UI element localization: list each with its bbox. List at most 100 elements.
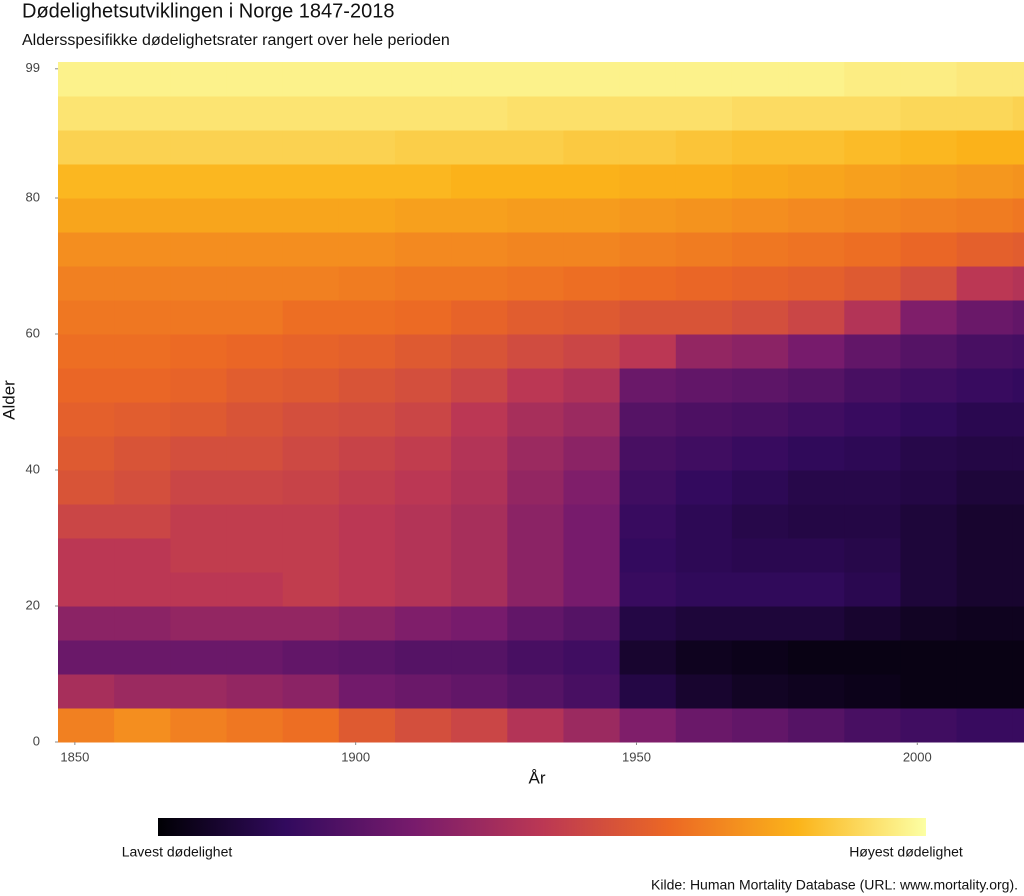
heatmap-cell xyxy=(451,266,508,301)
heatmap-cell xyxy=(114,232,171,267)
heatmap-cell xyxy=(282,232,340,267)
heatmap-cell xyxy=(394,62,452,97)
heatmap-cell xyxy=(114,606,171,641)
heatmap-cell xyxy=(282,334,340,369)
heatmap-cell xyxy=(1012,368,1024,403)
heatmap-cell xyxy=(619,334,677,369)
heatmap-cell xyxy=(675,708,733,743)
heatmap-cell xyxy=(451,572,508,607)
heatmap-cell xyxy=(900,470,958,505)
heatmap-cell xyxy=(394,232,452,267)
heatmap-cell xyxy=(451,402,508,437)
heatmap-cell xyxy=(338,198,396,233)
heatmap-cell xyxy=(731,96,789,131)
heatmap-cell xyxy=(900,538,958,573)
heatmap-cell xyxy=(844,436,901,471)
heatmap-cell xyxy=(844,266,901,301)
heatmap-cell xyxy=(900,96,958,131)
heatmap-cell xyxy=(844,198,901,233)
heatmap-cell xyxy=(563,368,621,403)
heatmap-cell xyxy=(675,232,733,267)
y-tick-label: 60 xyxy=(26,325,40,340)
heatmap-cell xyxy=(282,368,340,403)
heatmap-cell xyxy=(956,640,1014,675)
heatmap-cell xyxy=(731,266,789,301)
heatmap-cell xyxy=(1012,674,1024,709)
heatmap-cell xyxy=(956,300,1014,335)
heatmap-cell xyxy=(170,538,227,573)
heatmap-cell xyxy=(788,572,845,607)
heatmap-cell xyxy=(788,300,845,335)
heatmap-cell xyxy=(788,402,845,437)
heatmap-cell xyxy=(226,674,284,709)
heatmap-cell xyxy=(507,504,564,539)
heatmap-cell xyxy=(507,674,564,709)
heatmap-cell xyxy=(394,266,452,301)
heatmap-cell xyxy=(900,606,958,641)
heatmap-cell xyxy=(675,130,733,165)
heatmap-cell xyxy=(563,674,621,709)
heatmap-cell xyxy=(114,62,171,97)
heatmap-cell xyxy=(226,708,284,743)
heatmap-cell xyxy=(170,164,227,199)
heatmap-cell xyxy=(563,708,621,743)
heatmap-cell xyxy=(58,96,115,131)
heatmap-cell xyxy=(226,232,284,267)
chart-subtitle: Aldersspesifikke dødelighetsrater ranger… xyxy=(22,32,450,49)
y-tick-label: 40 xyxy=(26,461,40,476)
heatmap-cell xyxy=(394,300,452,335)
heatmap-cell xyxy=(170,96,227,131)
heatmap-cell xyxy=(338,368,396,403)
heatmap-cell xyxy=(226,606,284,641)
heatmap-cell xyxy=(788,640,845,675)
heatmap-cell xyxy=(338,504,396,539)
heatmap-cell xyxy=(956,266,1014,301)
heatmap-cell xyxy=(282,300,340,335)
heatmap-cell xyxy=(731,504,789,539)
heatmap-cell xyxy=(226,96,284,131)
heatmap-cell xyxy=(170,232,227,267)
heatmap-cell xyxy=(619,402,677,437)
heatmap-cell xyxy=(731,470,789,505)
heatmap-cell xyxy=(338,436,396,471)
heatmap-cell xyxy=(900,572,958,607)
x-tick-label: 2000 xyxy=(903,749,932,764)
heatmap-cell xyxy=(563,266,621,301)
heatmap-cell xyxy=(619,674,677,709)
heatmap-cell xyxy=(1012,130,1024,165)
heatmap-cell xyxy=(114,368,171,403)
heatmap-cell xyxy=(114,300,171,335)
heatmap-cell xyxy=(956,572,1014,607)
heatmap-cell xyxy=(451,606,508,641)
heatmap-cell xyxy=(507,368,564,403)
heatmap-cell xyxy=(282,572,340,607)
heatmap-cell xyxy=(170,504,227,539)
heatmap-cell xyxy=(338,538,396,573)
heatmap-cell xyxy=(394,368,452,403)
heatmap-cell xyxy=(956,402,1014,437)
heatmap-cell xyxy=(731,402,789,437)
heatmap-cell xyxy=(394,572,452,607)
heatmap-cell xyxy=(507,334,564,369)
heatmap-cell xyxy=(394,402,452,437)
heatmap-cell xyxy=(731,300,789,335)
heatmap-cell xyxy=(619,198,677,233)
heatmap-cell xyxy=(394,640,452,675)
heatmap-cell xyxy=(731,130,789,165)
heatmap-cell xyxy=(170,266,227,301)
heatmap-cell xyxy=(58,504,115,539)
heatmap-cell xyxy=(675,198,733,233)
heatmap-cell xyxy=(788,334,845,369)
heatmap-cell xyxy=(394,198,452,233)
heatmap-cell xyxy=(731,606,789,641)
heatmap-cell xyxy=(114,334,171,369)
heatmap-cell xyxy=(507,708,564,743)
heatmap-cell xyxy=(58,402,115,437)
heatmap-cell xyxy=(844,334,901,369)
heatmap-cell xyxy=(507,606,564,641)
heatmap-cell xyxy=(731,232,789,267)
heatmap-cell xyxy=(1012,436,1024,471)
colorbar xyxy=(158,818,926,836)
heatmap-cell xyxy=(451,674,508,709)
heatmap-cell xyxy=(226,436,284,471)
